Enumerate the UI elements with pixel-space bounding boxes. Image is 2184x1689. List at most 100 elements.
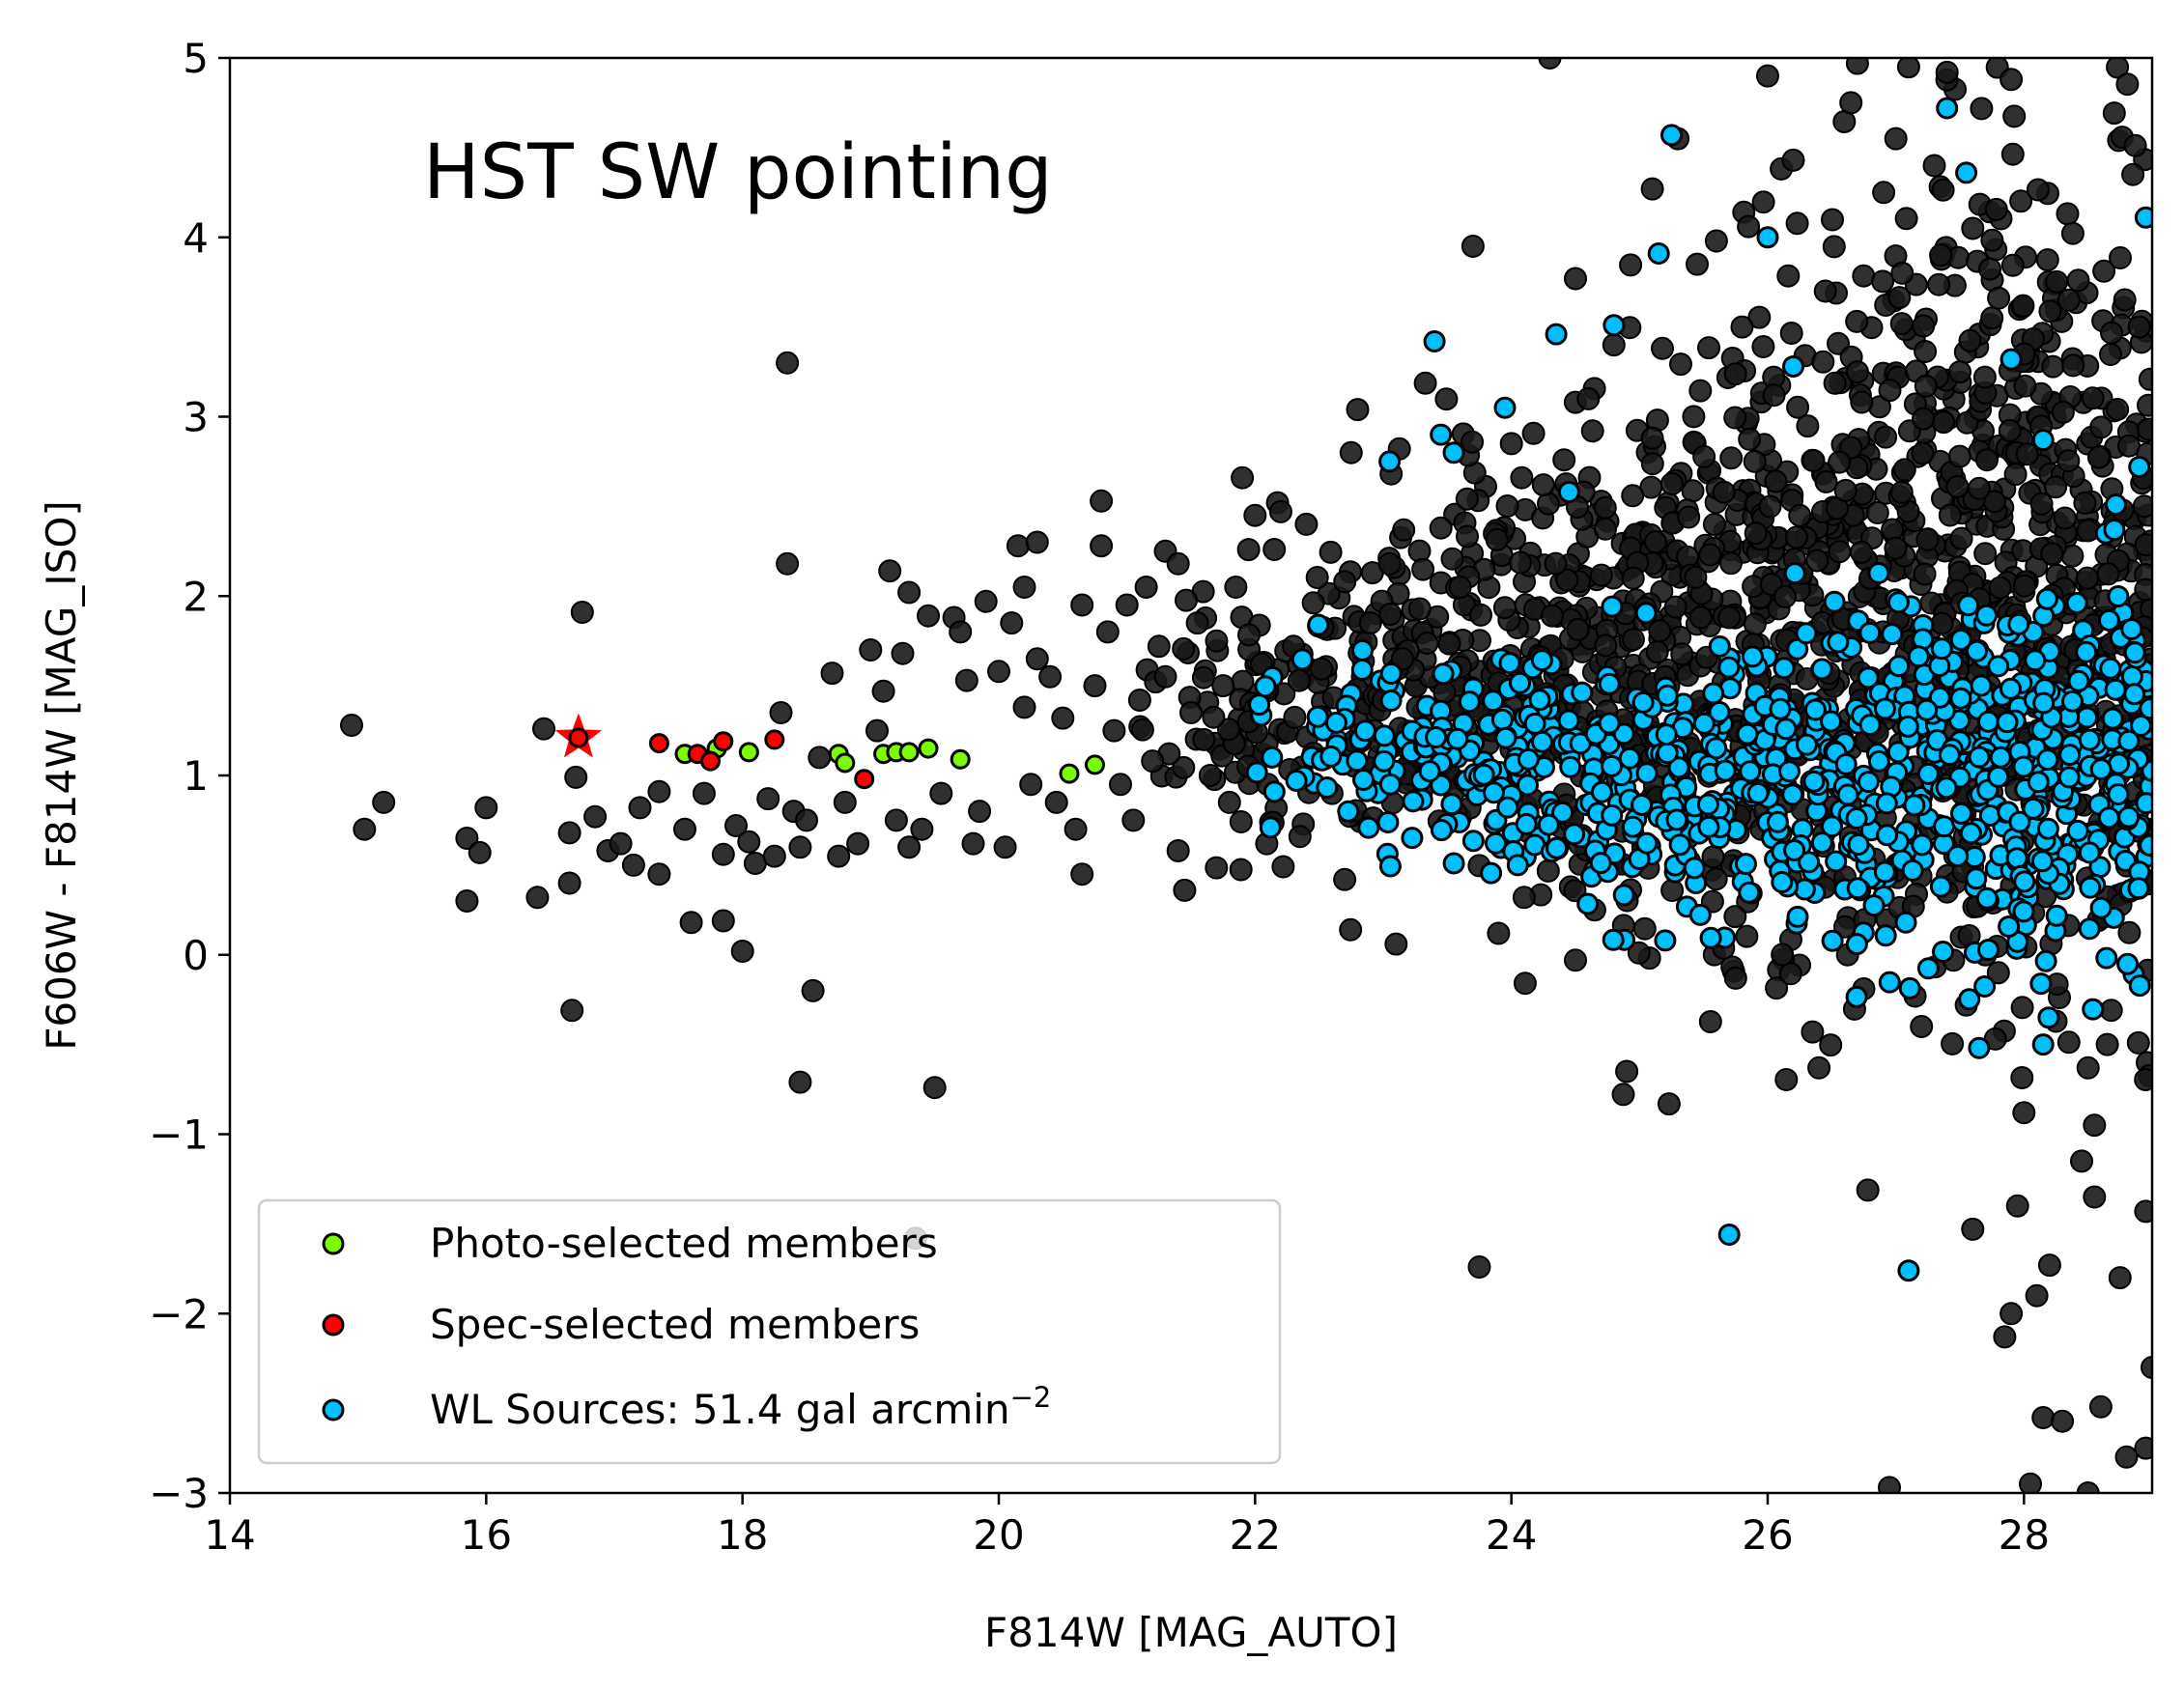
scatter-point-wl-source: [1402, 790, 1425, 813]
scatter-point-source: [1064, 817, 1088, 841]
scatter-point-source: [1856, 1178, 1880, 1202]
scatter-point-source: [1205, 856, 1229, 880]
scatter-point-wl-source: [1430, 819, 1453, 842]
scatter-point-source: [1627, 941, 1651, 965]
scatter-point-source: [1205, 629, 1229, 653]
scatter-point-wl-source: [1845, 933, 1868, 956]
scatter-point-wl-source: [2075, 640, 2098, 663]
scatter-point-source: [1448, 576, 1472, 599]
scatter-point-wl-source: [1291, 648, 1314, 671]
scatter-point-wl-source: [1950, 802, 1972, 825]
scatter-point-wl-source: [1802, 770, 1826, 793]
scatter-point-source: [2002, 104, 2027, 128]
scatter-point-source: [2088, 1394, 2113, 1419]
scatter-point-source: [1172, 636, 1196, 661]
scatter-point-wl-source: [1975, 604, 1999, 627]
scatter-point-source: [1083, 674, 1107, 698]
scatter-point-wl-source: [2079, 876, 2102, 899]
scatter-point-wl-source: [1378, 450, 1402, 473]
scatter-point-wl-source: [1783, 839, 1806, 861]
scatter-point-source: [2106, 58, 2130, 79]
scatter-point-source: [1751, 190, 1775, 214]
scatter-point-wl-source: [2103, 519, 2126, 542]
scatter-point-source: [372, 790, 396, 814]
scatter-point-source: [1153, 664, 1177, 689]
scatter-point-wl-source: [1379, 662, 1403, 685]
scatter-point-source: [1555, 568, 1579, 592]
scatter-point-wl-source: [1798, 851, 1821, 874]
scatter-point-source: [2056, 288, 2081, 312]
scatter-point-wl-source: [1857, 771, 1880, 794]
scatter-point-source: [1961, 216, 1985, 240]
scatter-point-wl-source: [2120, 618, 2143, 640]
scatter-point-photo-member: [738, 742, 759, 763]
scatter-point-source: [1455, 487, 1479, 511]
legend-box: [257, 1198, 1282, 1465]
scatter-point-source: [2010, 996, 2034, 1020]
scatter-point-wl-source: [1631, 794, 1654, 816]
scatter-point-source: [1510, 465, 1534, 490]
scatter-point-wl-source: [1955, 161, 1978, 184]
scatter-point-wl-source: [1977, 710, 2000, 733]
scatter-point-source: [1972, 365, 1997, 389]
scatter-point-wl-source: [1933, 815, 1956, 838]
scatter-point-source: [1268, 499, 1292, 523]
scatter-point-wl-source: [1858, 714, 1882, 737]
scatter-point-source: [1978, 257, 2001, 281]
scatter-point-wl-source: [1378, 855, 1402, 878]
scatter-point-wl-source: [1634, 602, 1658, 625]
scatter-point-wl-source: [2139, 833, 2152, 857]
scatter-point-source: [1461, 235, 1485, 258]
scatter-point-wl-source: [1774, 718, 1798, 741]
scatter-point-source: [1698, 1010, 1722, 1033]
scatter-point-source: [1236, 538, 1261, 562]
scatter-point-wl-source: [1262, 780, 1286, 803]
scatter-point-wl-source: [1656, 742, 1679, 765]
legend: Photo-selected members Spec-selected mem…: [257, 1198, 1282, 1465]
scatter-point-wl-source: [1324, 711, 1347, 734]
x-tick-label: 24: [1486, 1511, 1537, 1559]
scatter-point-wl-source: [1254, 675, 1277, 698]
scatter-point-source: [788, 1070, 812, 1094]
scatter-point-wl-source: [2000, 677, 2022, 700]
scatter-point-wl-source: [1810, 658, 1833, 681]
scatter-point-source: [1495, 494, 1519, 518]
scatter-point-source: [1012, 576, 1036, 599]
scatter-point-source: [1025, 530, 1049, 554]
scatter-point-wl-source: [1483, 781, 1505, 804]
scatter-point-source: [557, 821, 581, 845]
scatter-point-source: [1677, 505, 1701, 529]
scatter-point-source: [1889, 312, 1914, 336]
scatter-point-source: [1191, 665, 1215, 690]
scatter-point-source: [340, 714, 363, 737]
scatter-point-source: [2137, 393, 2152, 417]
scatter-point-source: [2126, 1030, 2150, 1055]
scatter-point-source: [1095, 620, 1120, 644]
scatter-point-wl-source: [1688, 903, 1712, 926]
scatter-point-source: [1288, 825, 1312, 849]
legend-marker-wl: [322, 1398, 345, 1422]
scatter-point-wl-source: [1668, 833, 1691, 857]
scatter-point-source: [1823, 371, 1847, 395]
scatter-point-source: [1712, 480, 1736, 504]
scatter-point-source: [1927, 272, 1951, 296]
scatter-point-wl-source: [1631, 690, 1655, 714]
scatter-point-spec-member: [648, 733, 669, 754]
scatter-point-wl-source: [1959, 822, 1982, 845]
scatter-point-wl-source: [2117, 805, 2141, 829]
scatter-point-source: [1781, 148, 1805, 172]
scatter-point-source: [1719, 551, 1743, 576]
scatter-point-source: [1552, 448, 1576, 472]
scatter-point-wl-source: [1827, 631, 1850, 654]
scatter-point-source: [1237, 623, 1261, 647]
scatter-point-wl-source: [1987, 765, 2010, 788]
scatter-point-source: [1358, 611, 1382, 635]
scatter-point-wl-source: [1472, 763, 1495, 786]
scatter-point-source: [1411, 557, 1435, 581]
data-points: [340, 58, 2152, 1493]
scatter-point-wl-source: [1878, 971, 1901, 994]
scatter-point-wl-source: [1916, 957, 1940, 980]
scatter-point-source: [1784, 525, 1808, 549]
y-tick-label: 4: [183, 214, 209, 262]
scatter-point-source: [2073, 491, 2097, 515]
